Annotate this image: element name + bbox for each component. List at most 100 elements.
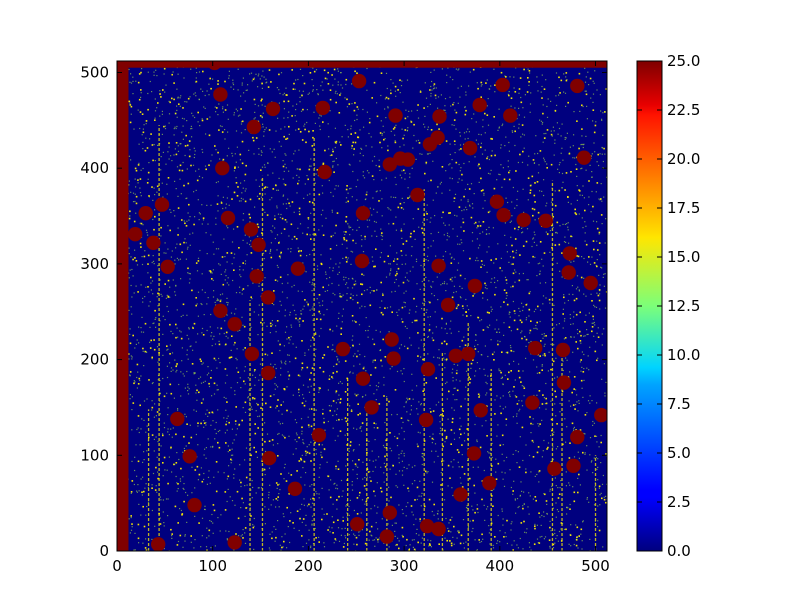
noise-speckle [546, 448, 548, 450]
noise-speckle [162, 196, 164, 198]
noise-speckle [408, 398, 411, 400]
noise-speckle [280, 304, 282, 306]
noise-speckle [581, 194, 583, 196]
noise-speckle [295, 79, 297, 81]
noise-speckle [301, 433, 303, 435]
noise-speckle [580, 359, 582, 361]
noise-speckle [553, 344, 555, 346]
noise-speckle [561, 147, 563, 149]
noise-speckle [455, 379, 457, 381]
noise-speckle [584, 221, 586, 223]
noise-speckle [398, 433, 400, 435]
noise-speckle [416, 360, 419, 362]
noise-speckle [281, 362, 283, 364]
noise-speckle [401, 373, 403, 375]
noise-speckle [283, 435, 285, 437]
noise-speckle [188, 388, 190, 390]
noise-speckle [288, 336, 290, 339]
noise-speckle [415, 518, 417, 520]
noise-speckle [444, 328, 446, 330]
noise-speckle [491, 308, 493, 310]
noise-speckle [179, 330, 181, 332]
noise-speckle [278, 255, 281, 258]
noise-speckle [400, 370, 402, 372]
noise-speckle [377, 541, 379, 543]
noise-speckle [522, 309, 524, 312]
noise-speckle [346, 282, 348, 284]
noise-speckle [411, 511, 413, 513]
noise-speckle [544, 137, 546, 139]
noise-speckle [499, 397, 502, 399]
noise-speckle [288, 435, 290, 437]
noise-speckle [493, 262, 495, 264]
noise-speckle [362, 478, 364, 480]
noise-speckle [468, 85, 470, 87]
noise-speckle [429, 221, 431, 223]
noise-speckle [573, 388, 575, 390]
noise-speckle [589, 77, 592, 80]
noise-speckle [329, 154, 331, 157]
noise-speckle [516, 544, 518, 546]
noise-speckle [174, 505, 177, 508]
noise-speckle [584, 209, 586, 212]
noise-speckle [341, 418, 343, 421]
noise-speckle [228, 204, 230, 206]
noise-speckle [556, 221, 559, 224]
noise-speckle [202, 217, 205, 219]
noise-speckle [514, 107, 516, 109]
noise-speckle [505, 244, 508, 246]
noise-speckle [251, 497, 253, 499]
noise-speckle [459, 135, 461, 137]
noise-speckle [464, 398, 466, 400]
noise-speckle [397, 537, 399, 539]
noise-speckle [395, 124, 397, 126]
noise-speckle [554, 477, 556, 479]
noise-speckle [567, 101, 569, 104]
noise-speckle [185, 491, 187, 494]
noise-speckle [383, 462, 385, 464]
noise-speckle [528, 70, 531, 72]
noise-speckle [279, 349, 281, 352]
noise-speckle [270, 504, 272, 506]
noise-speckle [342, 520, 344, 522]
noise-speckle [401, 263, 403, 265]
noise-speckle [346, 98, 348, 101]
noise-speckle [311, 145, 314, 147]
noise-speckle [134, 549, 136, 551]
noise-speckle [324, 429, 326, 431]
noise-speckle [307, 424, 310, 426]
noise-speckle [140, 246, 142, 248]
noise-speckle [155, 436, 157, 438]
noise-speckle [217, 471, 219, 473]
noise-speckle [305, 514, 307, 516]
noise-speckle [171, 352, 174, 354]
noise-speckle [322, 412, 324, 415]
noise-speckle [595, 456, 597, 459]
noise-speckle [458, 68, 460, 70]
noise-speckle [349, 234, 351, 236]
noise-speckle [258, 153, 260, 155]
noise-speckle [329, 375, 331, 377]
noise-speckle [399, 347, 401, 349]
noise-speckle [530, 320, 532, 322]
noise-speckle [405, 254, 407, 256]
noise-speckle [155, 326, 157, 328]
noise-speckle [183, 118, 185, 120]
noise-speckle [366, 422, 368, 424]
noise-speckle [399, 174, 401, 176]
noise-speckle [219, 125, 222, 127]
noise-speckle [237, 89, 239, 91]
noise-speckle [135, 202, 138, 205]
noise-speckle [202, 398, 204, 400]
noise-speckle [284, 163, 286, 165]
noise-speckle [456, 389, 459, 392]
noise-speckle [334, 188, 336, 190]
noise-speckle [286, 326, 288, 328]
noise-speckle [264, 440, 266, 443]
noise-speckle [345, 201, 347, 203]
noise-speckle [401, 321, 404, 323]
noise-speckle [164, 128, 167, 130]
noise-speckle [274, 540, 276, 542]
noise-speckle [154, 117, 156, 119]
noise-speckle [227, 186, 229, 188]
